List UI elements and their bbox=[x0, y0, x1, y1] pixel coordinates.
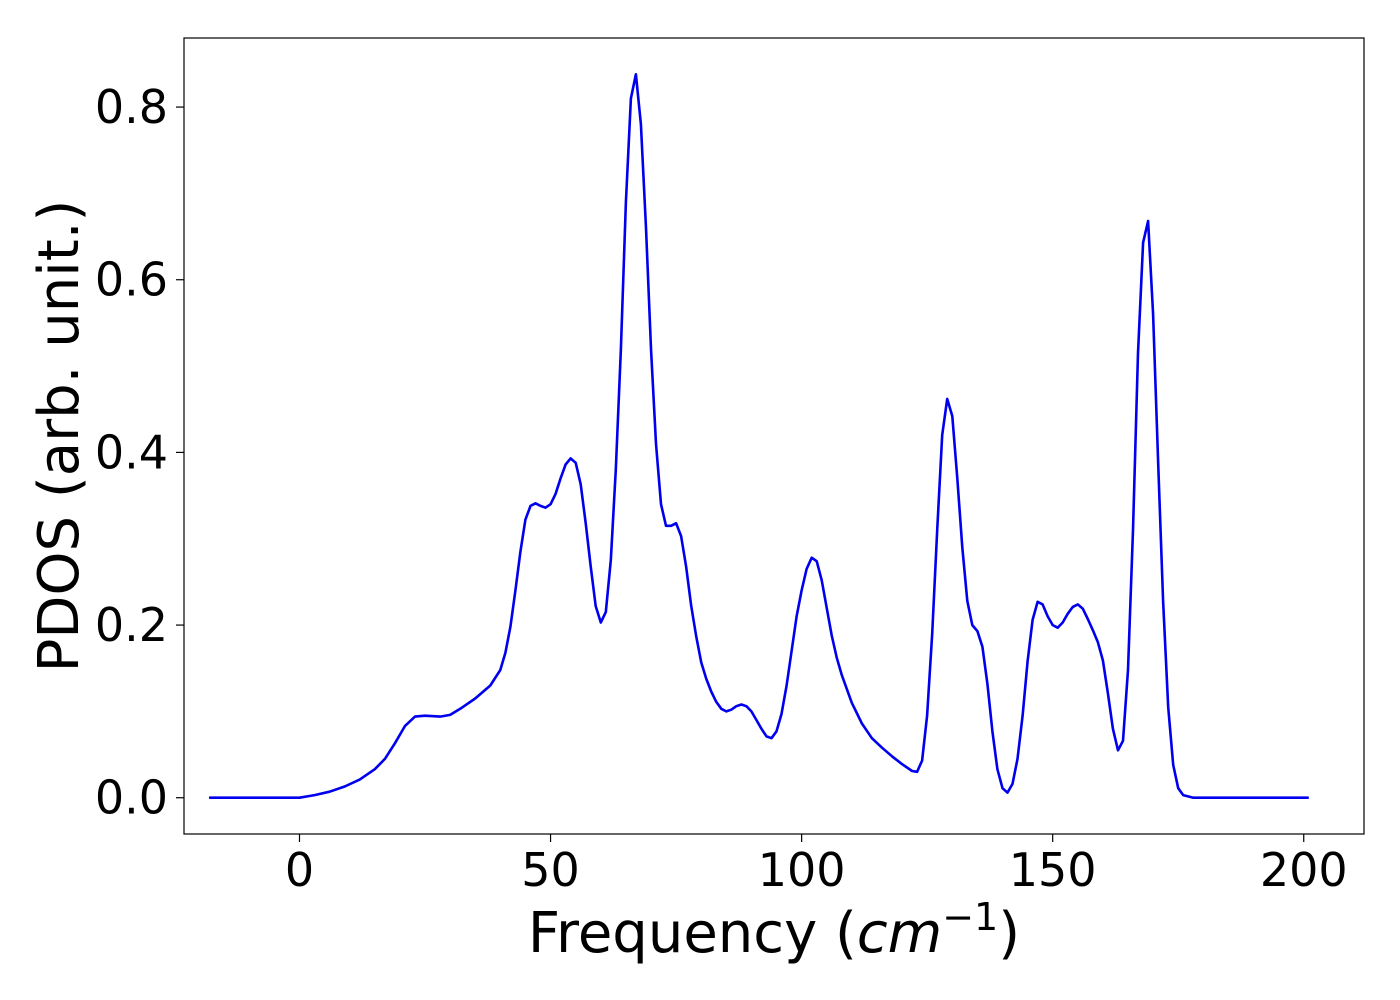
x-tick-label: 200 bbox=[1260, 843, 1348, 897]
y-axis-ticks: 0.0 0.2 0.4 0.6 0.8 bbox=[95, 80, 184, 825]
y-tick-label: 0.2 bbox=[95, 598, 168, 652]
y-tick-label: 0.8 bbox=[95, 80, 168, 134]
x-tick-label: 150 bbox=[1009, 843, 1097, 897]
pdos-series-line bbox=[209, 73, 1309, 799]
x-tick-label: 100 bbox=[758, 843, 846, 897]
x-tick-label: 0 bbox=[285, 843, 314, 897]
x-axis-ticks: 0 50 100 150 200 bbox=[285, 834, 1348, 897]
plot-frame bbox=[183, 37, 1365, 835]
y-axis-title: PDOS (arb. unit.) bbox=[27, 200, 92, 673]
x-axis-title: Frequency (cm−1) bbox=[528, 895, 1020, 966]
plot-background bbox=[184, 38, 1364, 834]
x-tick-label: 50 bbox=[521, 843, 580, 897]
y-tick-label: 0.0 bbox=[95, 771, 168, 825]
y-tick-label: 0.6 bbox=[95, 253, 168, 307]
y-tick-label: 0.4 bbox=[95, 425, 168, 479]
